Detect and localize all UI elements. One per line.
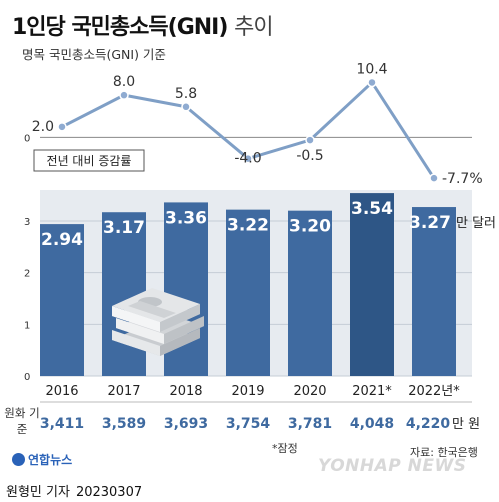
- growth-label-3: -4.0: [234, 151, 261, 167]
- bar-value-labels: 2.94 3.17 3.36 3.22 3.20 3.54 3.27: [41, 199, 451, 250]
- credit-name: 원형민 기자: [6, 485, 70, 500]
- bar-ytick-3: 3: [24, 217, 30, 228]
- title-main: 1인당 국민총소득(GNI): [12, 15, 228, 40]
- legend-label: 전년 대비 증감률: [47, 154, 132, 168]
- growth-point-6: [429, 173, 439, 183]
- won-value-5: 4,048: [350, 416, 394, 432]
- bar-0: [40, 224, 84, 376]
- yonhap-logo: 연합뉴스: [12, 451, 72, 468]
- bar-unit-label: 만 달러: [456, 216, 496, 231]
- growth-point-1: [119, 90, 129, 100]
- growth-point-2: [181, 102, 191, 112]
- x-tick-1: 2017: [107, 384, 140, 399]
- source-text: 자료: 한국은행: [410, 446, 478, 459]
- page-title: 1인당 국민총소득(GNI) 추이: [12, 9, 274, 41]
- x-axis-tick-labels: 2016 2017 2018 2019 2020 2021* 2022년*: [45, 384, 460, 399]
- growth-rate-points: [57, 77, 439, 183]
- growth-label-4: -0.5: [296, 148, 323, 164]
- logo-text: 연합뉴스: [28, 453, 73, 467]
- bar-3: [226, 209, 270, 376]
- bar-value-label-3: 3.22: [227, 216, 269, 236]
- won-row-label: 원화 기준: [4, 406, 40, 436]
- bar-value-label-2: 3.36: [165, 208, 207, 228]
- bar-value-label-5: 3.54: [351, 199, 393, 219]
- x-tick-4: 2020: [293, 384, 326, 399]
- bar-value-label-0: 2.94: [41, 230, 83, 250]
- bar-4: [288, 210, 332, 376]
- growth-point-5: [367, 77, 377, 88]
- x-tick-6: 2022년*: [408, 384, 460, 399]
- credit-date: 20230307: [75, 485, 143, 500]
- won-value-4: 3,781: [288, 416, 332, 432]
- growth-rate-legend: 전년 대비 증감률: [33, 149, 145, 172]
- won-value-3: 3,754: [226, 416, 271, 432]
- growth-point-4: [305, 135, 315, 145]
- x-tick-0: 2016: [45, 384, 78, 399]
- line-zero-tick-label: 0: [24, 133, 30, 144]
- page-subtitle: 명목 국민총소득(GNI) 기준: [22, 47, 166, 62]
- growth-label-0: 2.0: [32, 119, 54, 135]
- growth-point-0: [57, 122, 67, 132]
- won-values-row: 3,411 3,589 3,693 3,754 3,781 4,048 4,220: [40, 416, 451, 432]
- bar-5: [350, 193, 394, 376]
- money-stack-illustration: [112, 288, 204, 356]
- growth-rate-labels: 2.0 8.0 5.8 -4.0 -0.5 10.4 -7.7%: [32, 61, 483, 187]
- bar-6: [412, 207, 456, 376]
- growth-label-5: 10.4: [356, 61, 387, 77]
- bar-ytick-1: 1: [24, 320, 30, 331]
- bar-series: [40, 193, 456, 376]
- title-suffix: 추이: [234, 15, 273, 40]
- won-unit-label: 만 원: [452, 417, 480, 432]
- bar-ytick-2: 2: [24, 269, 30, 280]
- credit-line: 원형민 기자 20230307: [6, 481, 142, 500]
- growth-label-6: -7.7%: [442, 171, 483, 187]
- growth-label-1: 8.0: [113, 74, 135, 90]
- x-tick-3: 2019: [231, 384, 264, 399]
- x-tick-5: 2021*: [352, 384, 392, 399]
- won-value-6: 4,220: [406, 416, 451, 432]
- bar-ytick-0: 0: [24, 372, 30, 383]
- watermark: YONHAP NEWS: [318, 456, 467, 476]
- won-value-0: 3,411: [40, 416, 84, 432]
- bar-value-label-1: 3.17: [103, 218, 145, 238]
- won-value-2: 3,693: [164, 416, 208, 432]
- growth-label-2: 5.8: [175, 86, 197, 102]
- bar-value-label-4: 3.20: [289, 217, 331, 237]
- bar-value-label-6: 3.27: [409, 213, 451, 233]
- bar-y-ticks: 0 1 2 3: [24, 217, 30, 383]
- growth-point-3: [243, 153, 253, 164]
- yonhap-logo-icon: [12, 453, 25, 466]
- x-tick-2: 2018: [169, 384, 202, 399]
- won-value-1: 3,589: [102, 416, 146, 432]
- provisional-note: *잠정: [272, 442, 298, 455]
